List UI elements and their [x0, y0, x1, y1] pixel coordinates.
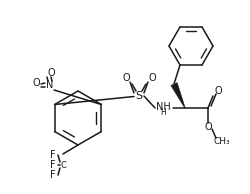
Text: F: F: [50, 170, 56, 180]
Text: O: O: [122, 73, 129, 83]
Text: S: S: [135, 91, 142, 101]
Text: O: O: [47, 68, 54, 78]
Text: O: O: [203, 122, 211, 132]
Text: O: O: [32, 78, 40, 88]
Text: O: O: [148, 73, 155, 83]
Text: C: C: [60, 160, 66, 170]
Text: CH₃: CH₃: [213, 138, 230, 146]
Text: F: F: [50, 160, 56, 170]
Polygon shape: [170, 82, 184, 108]
Text: NH: NH: [155, 102, 170, 112]
Text: F: F: [50, 150, 56, 160]
Text: N: N: [46, 80, 54, 90]
Text: O: O: [213, 86, 221, 96]
Text: H: H: [160, 108, 165, 118]
